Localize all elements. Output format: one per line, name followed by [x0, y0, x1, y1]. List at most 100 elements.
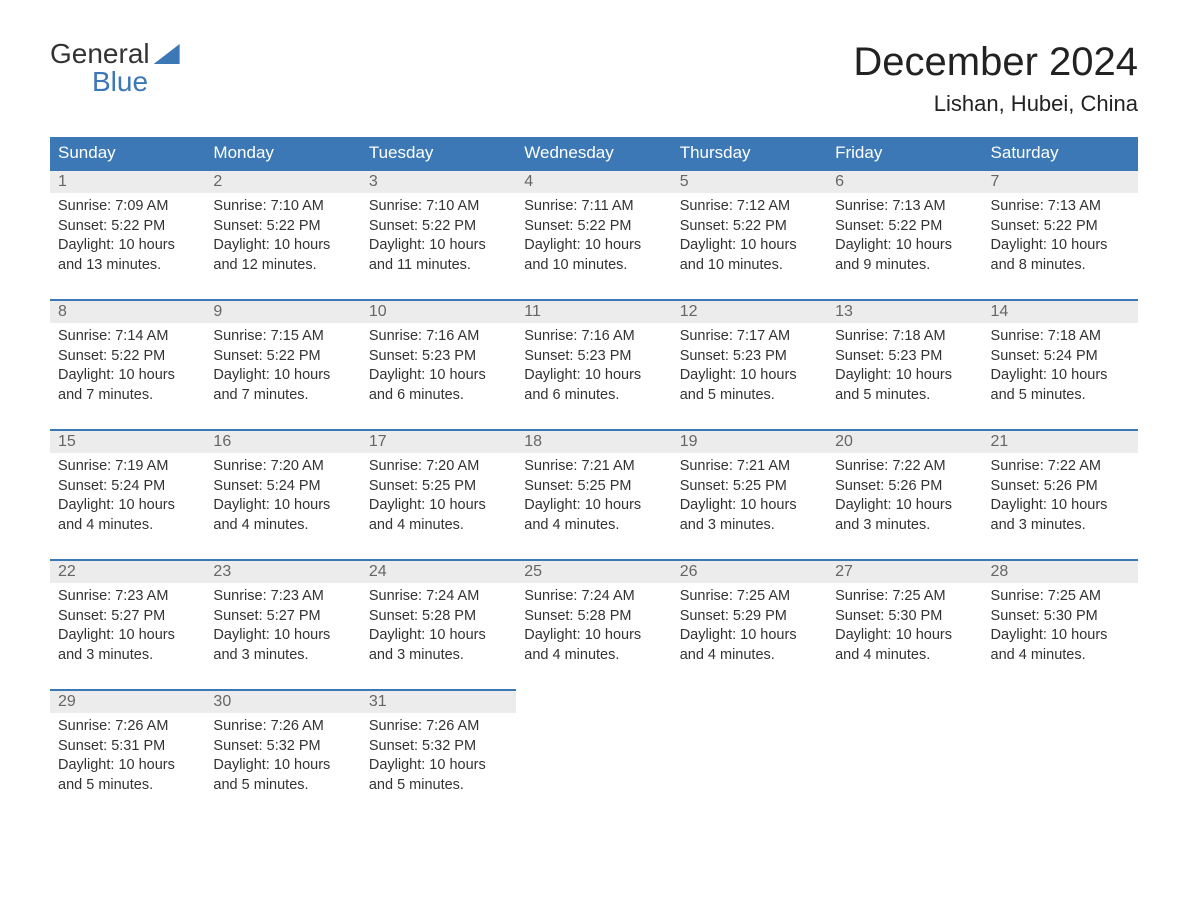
day-body: Sunrise: 7:16 AMSunset: 5:23 PMDaylight:… [516, 323, 671, 413]
calendar-cell: 11Sunrise: 7:16 AMSunset: 5:23 PMDayligh… [516, 299, 671, 429]
sunrise-line: Sunrise: 7:24 AM [524, 587, 663, 607]
day-number: 19 [672, 429, 827, 453]
calendar-cell: 14Sunrise: 7:18 AMSunset: 5:24 PMDayligh… [983, 299, 1138, 429]
day-body: Sunrise: 7:12 AMSunset: 5:22 PMDaylight:… [672, 193, 827, 283]
sunrise-label: Sunrise: [213, 588, 270, 604]
sunrise-label: Sunrise: [213, 198, 270, 214]
sunset-value: 5:30 PM [888, 608, 942, 624]
daylight-label: Daylight: [58, 757, 118, 773]
sunrise-label: Sunrise: [58, 588, 115, 604]
sunrise-value: 7:21 AM [737, 458, 790, 474]
daylight-line: Daylight: 10 hours and 5 minutes. [213, 756, 352, 795]
day-body: Sunrise: 7:24 AMSunset: 5:28 PMDaylight:… [516, 583, 671, 673]
daylight-line: Daylight: 10 hours and 6 minutes. [369, 366, 508, 405]
weekday-header: Saturday [983, 137, 1138, 169]
weekday-header-row: SundayMondayTuesdayWednesdayThursdayFrid… [50, 137, 1138, 169]
sunset-value: 5:24 PM [1044, 348, 1098, 364]
sunrise-line: Sunrise: 7:23 AM [213, 587, 352, 607]
sunrise-line: Sunrise: 7:10 AM [369, 197, 508, 217]
calendar-cell: 5Sunrise: 7:12 AMSunset: 5:22 PMDaylight… [672, 169, 827, 299]
daylight-label: Daylight: [369, 367, 429, 383]
day-body: Sunrise: 7:24 AMSunset: 5:28 PMDaylight:… [361, 583, 516, 673]
sunset-value: 5:23 PM [888, 348, 942, 364]
sunset-line: Sunset: 5:22 PM [991, 217, 1130, 237]
calendar-row: 29Sunrise: 7:26 AMSunset: 5:31 PMDayligh… [50, 689, 1138, 819]
day-number: 5 [672, 169, 827, 193]
daylight-label: Daylight: [835, 237, 895, 253]
daylight-label: Daylight: [213, 367, 273, 383]
sunset-value: 5:23 PM [422, 348, 476, 364]
sunset-value: 5:26 PM [1044, 478, 1098, 494]
sunset-line: Sunset: 5:28 PM [524, 607, 663, 627]
sunset-line: Sunset: 5:25 PM [369, 477, 508, 497]
daylight-label: Daylight: [524, 627, 584, 643]
day-number: 17 [361, 429, 516, 453]
day-number: 8 [50, 299, 205, 323]
daylight-line: Daylight: 10 hours and 4 minutes. [835, 626, 974, 665]
sunrise-line: Sunrise: 7:10 AM [213, 197, 352, 217]
sunrise-label: Sunrise: [58, 328, 115, 344]
sunset-label: Sunset: [369, 738, 422, 754]
sunrise-line: Sunrise: 7:26 AM [58, 717, 197, 737]
sunrise-value: 7:25 AM [1048, 588, 1101, 604]
sunrise-label: Sunrise: [680, 198, 737, 214]
sunset-value: 5:22 PM [1044, 218, 1098, 234]
day-body: Sunrise: 7:20 AMSunset: 5:25 PMDaylight:… [361, 453, 516, 543]
sunset-line: Sunset: 5:24 PM [213, 477, 352, 497]
sunrise-value: 7:11 AM [582, 198, 634, 214]
day-body: Sunrise: 7:21 AMSunset: 5:25 PMDaylight:… [672, 453, 827, 543]
sunrise-line: Sunrise: 7:25 AM [835, 587, 974, 607]
location-label: Lishan, Hubei, China [853, 91, 1138, 117]
day-number: 18 [516, 429, 671, 453]
day-body: Sunrise: 7:17 AMSunset: 5:23 PMDaylight:… [672, 323, 827, 413]
header: General Blue December 2024 Lishan, Hubei… [50, 40, 1138, 117]
sunrise-value: 7:20 AM [271, 458, 324, 474]
sunset-label: Sunset: [524, 478, 577, 494]
sunrise-label: Sunrise: [835, 458, 892, 474]
sunrise-label: Sunrise: [524, 198, 581, 214]
day-body: Sunrise: 7:22 AMSunset: 5:26 PMDaylight:… [827, 453, 982, 543]
daylight-label: Daylight: [835, 497, 895, 513]
day-body: Sunrise: 7:16 AMSunset: 5:23 PMDaylight:… [361, 323, 516, 413]
weekday-header: Tuesday [361, 137, 516, 169]
calendar-cell: 16Sunrise: 7:20 AMSunset: 5:24 PMDayligh… [205, 429, 360, 559]
sunset-line: Sunset: 5:23 PM [369, 347, 508, 367]
sunset-value: 5:32 PM [422, 738, 476, 754]
day-number: 1 [50, 169, 205, 193]
sunrise-label: Sunrise: [991, 458, 1048, 474]
daylight-label: Daylight: [835, 627, 895, 643]
sunset-line: Sunset: 5:22 PM [213, 217, 352, 237]
sunset-value: 5:25 PM [733, 478, 787, 494]
calendar-cell: 28Sunrise: 7:25 AMSunset: 5:30 PMDayligh… [983, 559, 1138, 689]
calendar-cell: 25Sunrise: 7:24 AMSunset: 5:28 PMDayligh… [516, 559, 671, 689]
daylight-label: Daylight: [58, 497, 118, 513]
day-body: Sunrise: 7:18 AMSunset: 5:24 PMDaylight:… [983, 323, 1138, 413]
sunrise-label: Sunrise: [680, 328, 737, 344]
day-number: 14 [983, 299, 1138, 323]
sunset-label: Sunset: [58, 608, 111, 624]
day-number: 11 [516, 299, 671, 323]
sunset-line: Sunset: 5:22 PM [524, 217, 663, 237]
daylight-line: Daylight: 10 hours and 8 minutes. [991, 236, 1130, 275]
sunrise-value: 7:22 AM [1048, 458, 1101, 474]
sunset-label: Sunset: [991, 218, 1044, 234]
calendar-cell: 23Sunrise: 7:23 AMSunset: 5:27 PMDayligh… [205, 559, 360, 689]
sunset-label: Sunset: [58, 478, 111, 494]
sunset-line: Sunset: 5:25 PM [524, 477, 663, 497]
sunrise-label: Sunrise: [58, 718, 115, 734]
day-number: 29 [50, 689, 205, 713]
sunset-label: Sunset: [991, 348, 1044, 364]
sunrise-line: Sunrise: 7:23 AM [58, 587, 197, 607]
sunset-line: Sunset: 5:30 PM [991, 607, 1130, 627]
sunset-value: 5:25 PM [422, 478, 476, 494]
sunrise-label: Sunrise: [680, 588, 737, 604]
sunrise-line: Sunrise: 7:18 AM [991, 327, 1130, 347]
day-body: Sunrise: 7:10 AMSunset: 5:22 PMDaylight:… [361, 193, 516, 283]
sunset-line: Sunset: 5:22 PM [835, 217, 974, 237]
sunrise-value: 7:13 AM [892, 198, 945, 214]
sunrise-label: Sunrise: [369, 718, 426, 734]
sunrise-value: 7:25 AM [892, 588, 945, 604]
sunset-value: 5:22 PM [888, 218, 942, 234]
daylight-line: Daylight: 10 hours and 3 minutes. [58, 626, 197, 665]
day-number: 21 [983, 429, 1138, 453]
